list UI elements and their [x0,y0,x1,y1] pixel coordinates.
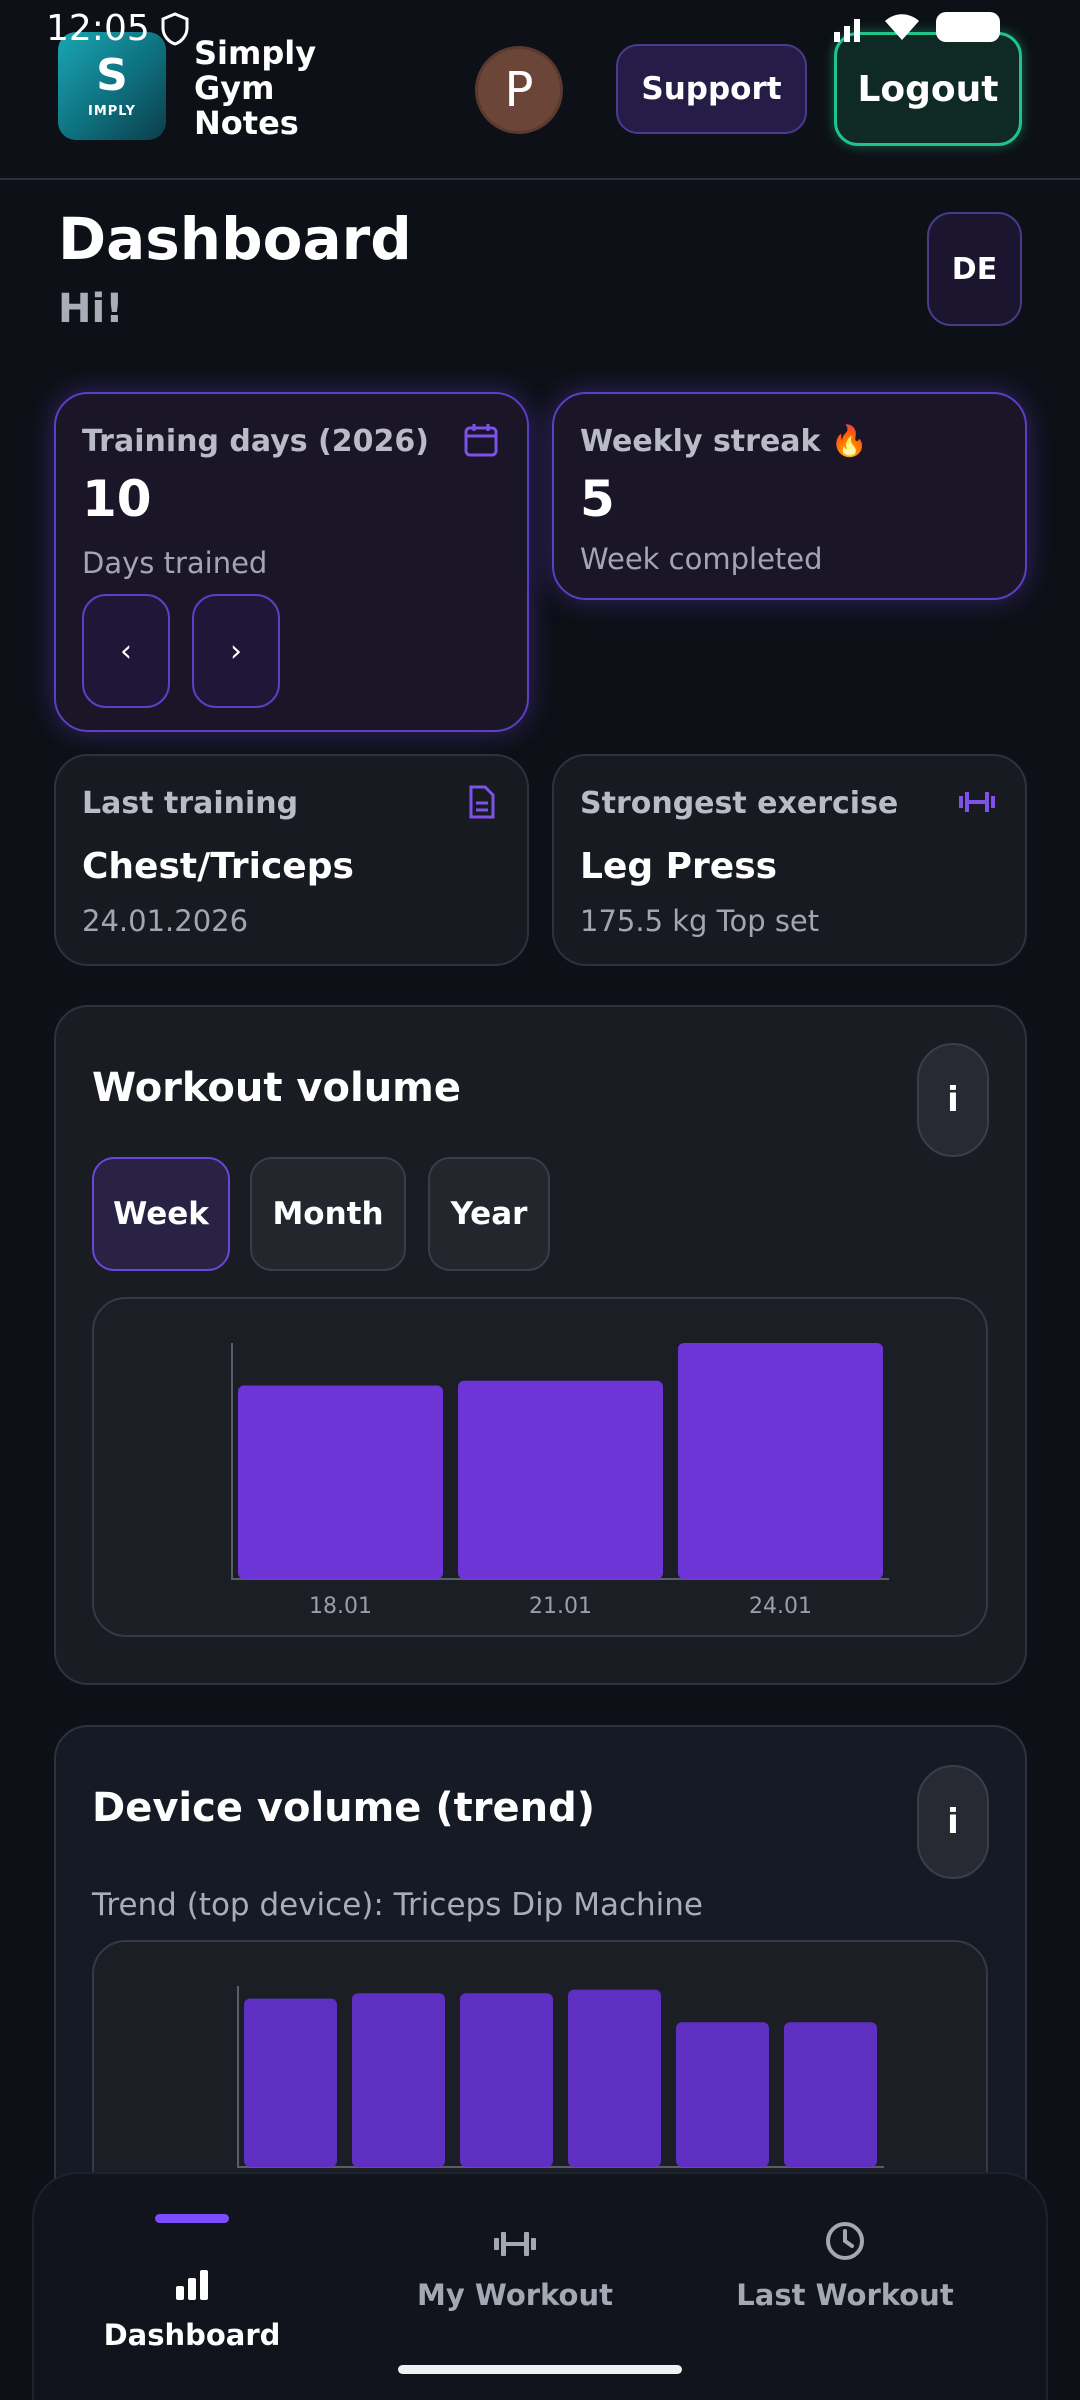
last-training-label: Last training [82,786,299,821]
dumbbell-icon [492,2226,538,2266]
weekly-streak-sub: Week completed [580,542,823,576]
greeting: Hi! [58,286,124,332]
battery-icon [936,12,1000,42]
device-volume-title: Device volume (trend) [92,1785,596,1831]
bottom-nav: Dashboard My Workout Last Workout [32,2172,1048,2400]
status-bar: 12:05 [0,0,1080,60]
range-year-button[interactable]: Year [428,1157,550,1271]
prev-year-button[interactable]: ‹ [82,594,170,708]
device-volume-chart-svg [237,1986,884,2168]
nav-label-last-workout: Last Workout [736,2278,954,2312]
last-training-value: Chest/Triceps [82,846,354,887]
status-time: 12:05 [46,8,150,49]
language-button[interactable]: DE [927,212,1022,326]
strongest-exercise-label: Strongest exercise [580,786,899,821]
weekly-streak-value: 5 [580,470,615,528]
range-week-button[interactable]: Week [92,1157,230,1271]
clock-icon [824,2220,866,2266]
app-logo: S IMPLY [58,32,166,140]
nav-label-my-workout: My Workout [417,2278,613,2312]
shield-icon [160,12,190,55]
device-volume-bar [676,2022,769,2167]
strongest-exercise-value: Leg Press [580,846,778,887]
wifi-icon [885,14,919,40]
workout-volume-bar [458,1380,663,1579]
workout-volume-tick-label: 21.01 [529,1594,592,1619]
workout-volume-chart: 18.01 21.01 24.01 [92,1297,988,1637]
strongest-exercise-sub: 175.5 kg Top set [580,904,820,938]
weekly-streak-card: Weekly streak 🔥 5 Week completed [552,392,1027,600]
workout-volume-tick-label: 18.01 [309,1594,372,1619]
device-volume-bar [784,2022,877,2167]
device-volume-bar [244,1998,337,2167]
logo-mark: S [96,49,128,101]
range-month-button[interactable]: Month [250,1157,406,1271]
nav-label-dashboard: Dashboard [103,2318,281,2352]
device-volume-bar [352,1993,445,2167]
weekly-streak-label: Weekly streak 🔥 [580,424,869,459]
document-icon [463,784,499,820]
nav-item-my-workout[interactable]: My Workout [350,2174,680,2400]
dumbbell-icon [957,784,997,820]
workout-volume-card: Workout volume i Week Month Year 18.01 21… [54,1005,1027,1685]
last-training-date: 24.01.2026 [82,904,249,938]
device-volume-bar [568,1989,661,2167]
device-volume-subtitle: Trend (top device): Triceps Dip Machine [92,1887,703,1923]
brand-name: Simply Gym Notes [194,34,317,142]
support-button[interactable]: Support [616,44,807,134]
training-days-value: 10 [82,470,152,528]
last-training-card: Last training Chest/Triceps 24.01.2026 [54,754,529,966]
training-days-sub: Days trained [82,546,268,580]
workout-volume-bar [678,1343,883,1579]
page-title: Dashboard [58,205,412,273]
nav-active-indicator [155,2214,229,2223]
logout-button[interactable]: Logout [834,32,1022,146]
avatar[interactable]: P [475,46,563,134]
status-icons [832,12,1000,42]
logo-text: IMPLY [88,103,136,119]
training-days-label: Training days (2026) [82,424,429,459]
nav-item-last-workout[interactable]: Last Workout [680,2174,1010,2400]
device-volume-axis [237,1986,884,2168]
app-header: S IMPLY Simply Gym Notes P Support Logou… [0,0,1080,180]
device-volume-info-button[interactable]: i [917,1765,989,1879]
home-indicator [398,2365,682,2374]
workout-volume-chart-svg: 18.01 21.01 24.01 [231,1343,889,1619]
workout-volume-title: Workout volume [92,1065,461,1111]
workout-volume-axis [231,1343,889,1580]
calendar-icon [463,422,499,458]
workout-volume-info-button[interactable]: i [917,1043,989,1157]
next-year-button[interactable]: › [192,594,280,708]
bar-chart-icon [172,2266,212,2306]
nav-item-dashboard[interactable]: Dashboard [34,2174,350,2400]
strongest-exercise-card: Strongest exercise Leg Press 175.5 kg To… [552,754,1027,966]
workout-volume-bar [238,1385,443,1579]
training-days-card: Training days (2026) 10 Days trained ‹ › [54,392,529,732]
device-volume-bar [460,1993,553,2167]
workout-volume-tick-label: 24.01 [749,1594,812,1619]
signal-icon [834,19,860,42]
